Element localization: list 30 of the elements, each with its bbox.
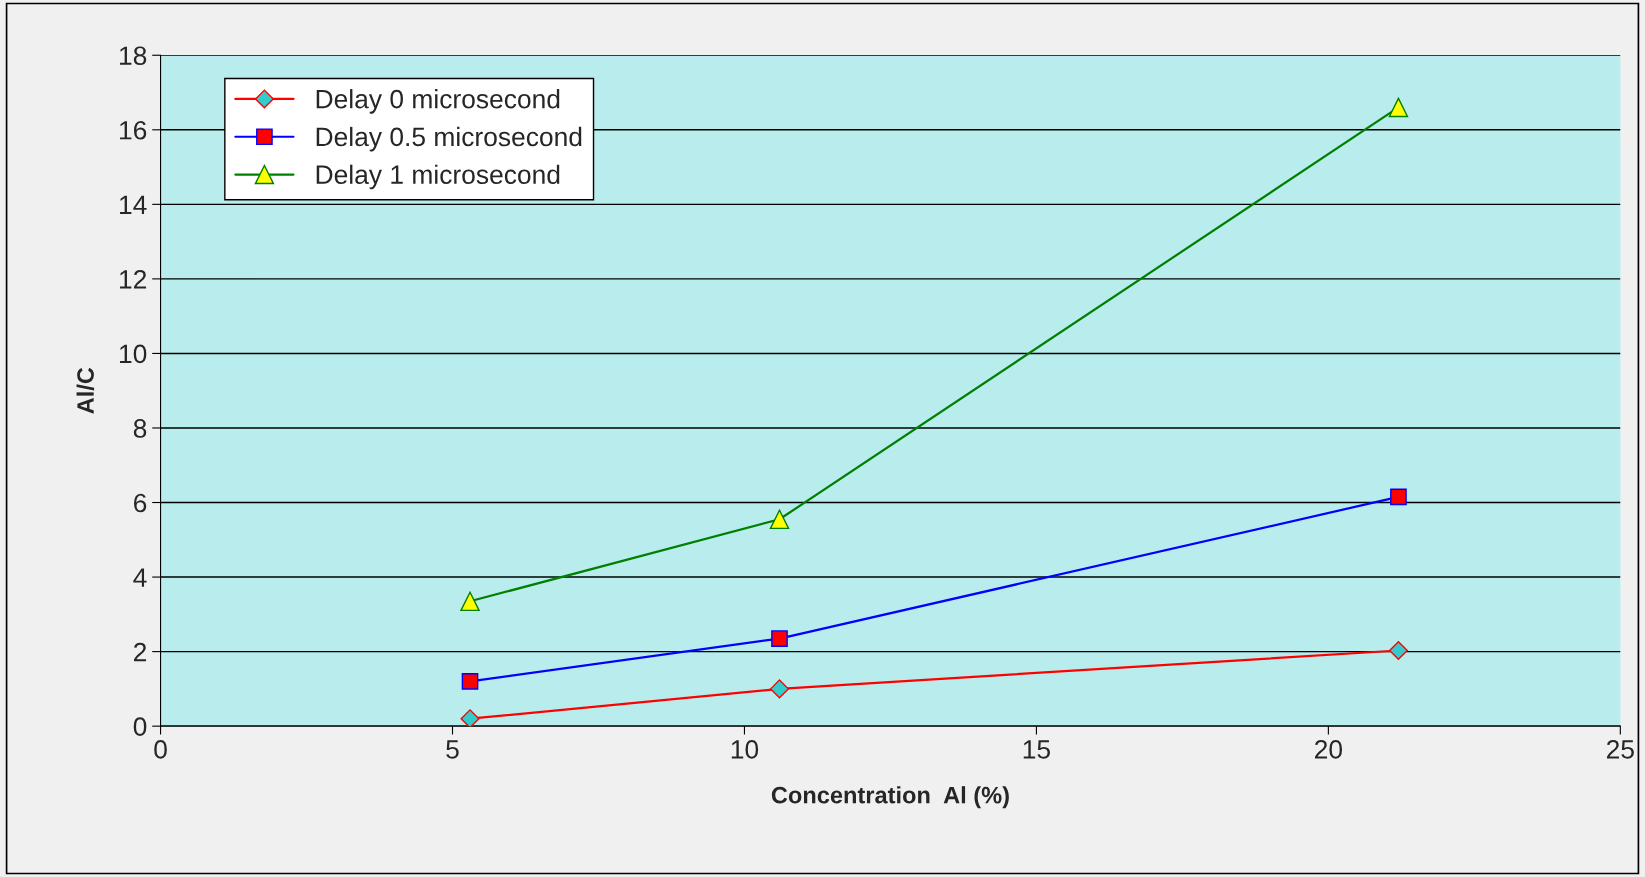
y-tick-label: 12 bbox=[120, 270, 147, 289]
point bbox=[1390, 488, 1407, 506]
point bbox=[771, 630, 788, 647]
point bbox=[460, 709, 480, 727]
y-tick-label: 8 bbox=[133, 419, 147, 438]
y-tick-label: 18 bbox=[120, 46, 147, 66]
point bbox=[460, 591, 480, 612]
y-tick-label: 2 bbox=[134, 642, 147, 662]
x-axis-title: Concentration Al (%) bbox=[771, 786, 1009, 809]
x-tick-label: 20 bbox=[1315, 740, 1343, 759]
point bbox=[461, 673, 479, 690]
x-tick-label: 15 bbox=[1023, 740, 1050, 759]
y-axis-title: Al/C bbox=[76, 367, 95, 414]
y-tick-label: 4 bbox=[133, 568, 147, 587]
y-tick-label: 6 bbox=[134, 493, 147, 513]
legend-label: Delay 1 microsecond bbox=[316, 164, 560, 190]
y-tick-label: 10 bbox=[120, 344, 147, 364]
x-tick-label: 25 bbox=[1606, 740, 1634, 759]
y-tick-label: 16 bbox=[120, 120, 147, 140]
y-tick-label: 0 bbox=[133, 717, 147, 736]
x-tick-label: 5 bbox=[446, 740, 459, 759]
legend-label: Delay 0.5 microsecond bbox=[316, 126, 582, 152]
x-tick-label: 10 bbox=[731, 740, 759, 759]
y-tick-label: 14 bbox=[120, 195, 147, 214]
legend-label: Delay 0 microsecond bbox=[316, 89, 560, 114]
x-tick-label: 0 bbox=[154, 740, 167, 759]
point bbox=[1388, 97, 1409, 118]
point bbox=[769, 679, 790, 699]
point bbox=[769, 509, 790, 530]
point bbox=[1388, 640, 1408, 661]
